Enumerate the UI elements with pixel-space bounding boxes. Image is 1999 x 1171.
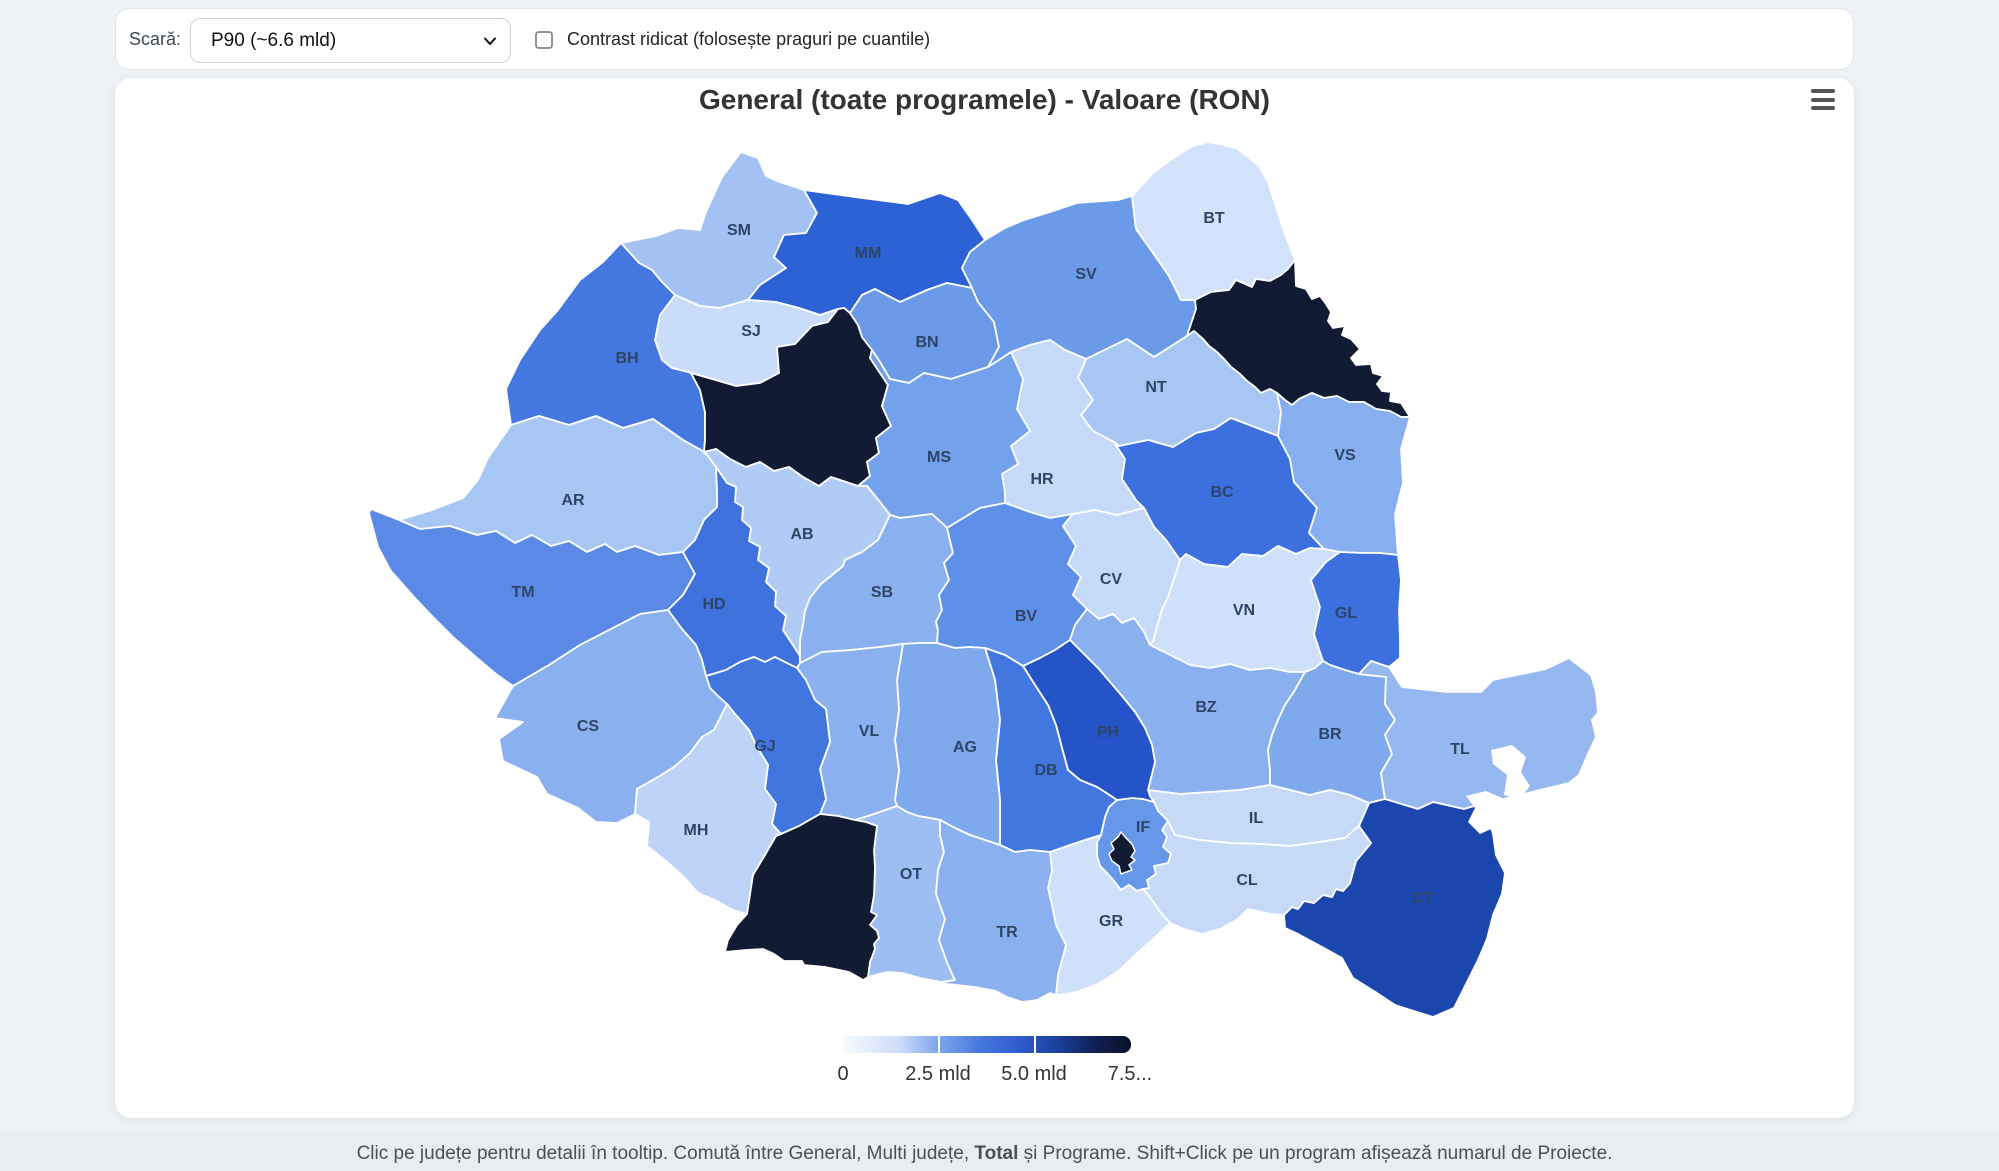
svg-text:SM: SM [727,222,751,239]
svg-text:VL: VL [859,723,880,740]
svg-text:AG: AG [953,739,977,756]
svg-text:BH: BH [615,350,638,367]
svg-text:BC: BC [1210,484,1234,501]
svg-text:CS: CS [577,718,600,735]
svg-text:TL: TL [1450,741,1470,758]
svg-text:CV: CV [1100,571,1123,588]
svg-text:TR: TR [996,924,1018,941]
svg-text:TM: TM [511,584,534,601]
svg-text:CL: CL [1236,872,1258,889]
svg-text:GL: GL [1335,605,1357,622]
svg-text:IL: IL [1249,810,1263,827]
svg-text:DB: DB [1034,762,1057,779]
svg-text:BT: BT [1203,210,1225,227]
svg-text:MM: MM [855,245,882,262]
svg-text:SV: SV [1075,266,1097,283]
svg-text:HD: HD [702,596,725,613]
svg-text:GR: GR [1099,913,1123,930]
svg-text:VS: VS [1334,447,1356,464]
svg-text:BN: BN [915,334,938,351]
svg-text:OT: OT [900,866,922,883]
svg-text:AB: AB [790,526,813,543]
svg-text:IF: IF [1136,819,1150,836]
svg-text:HR: HR [1030,471,1054,488]
svg-text:SB: SB [871,584,893,601]
svg-text:CT: CT [1412,890,1434,907]
svg-text:PH: PH [1097,724,1119,741]
svg-text:MS: MS [927,449,951,466]
svg-text:SJ: SJ [741,323,761,340]
svg-text:GJ: GJ [754,738,775,755]
svg-text:MH: MH [684,822,709,839]
svg-text:BZ: BZ [1195,699,1217,716]
svg-text:BR: BR [1318,726,1342,743]
svg-text:BV: BV [1015,608,1038,625]
svg-text:VN: VN [1233,602,1255,619]
svg-text:AR: AR [561,492,585,509]
svg-text:NT: NT [1145,379,1167,396]
